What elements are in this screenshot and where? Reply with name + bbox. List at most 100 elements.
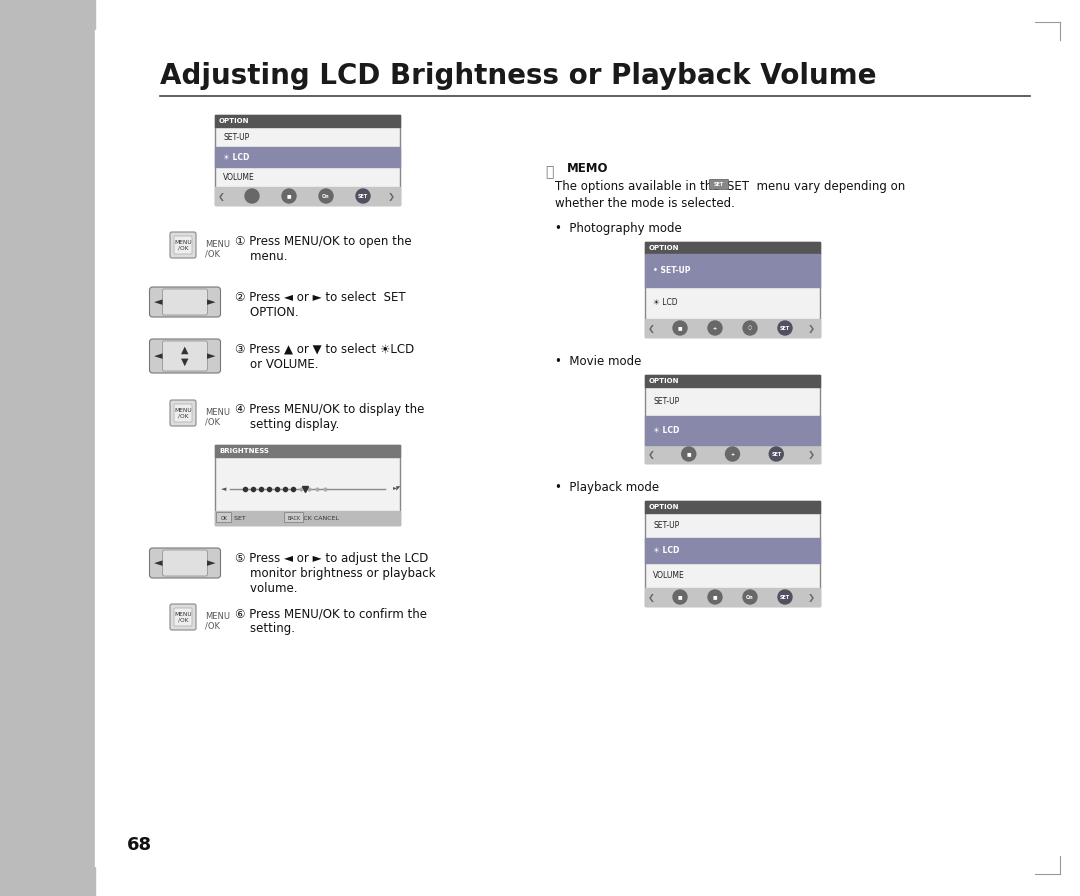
- Text: ☀ LCD: ☀ LCD: [653, 546, 679, 555]
- Text: SET: SET: [780, 595, 791, 599]
- Circle shape: [778, 321, 792, 335]
- Bar: [215, 147, 400, 167]
- Text: ◄: ◄: [154, 558, 163, 568]
- Text: BACK CANCEL: BACK CANCEL: [295, 515, 339, 521]
- Text: ◄: ◄: [154, 351, 163, 361]
- Text: ❯: ❯: [388, 192, 395, 201]
- Text: •  Photography mode: • Photography mode: [555, 222, 681, 235]
- Text: ❮: ❮: [648, 450, 654, 459]
- Circle shape: [356, 189, 370, 203]
- Text: /OK: /OK: [205, 621, 220, 630]
- FancyBboxPatch shape: [645, 501, 820, 606]
- Text: MEMO: MEMO: [567, 162, 608, 175]
- Text: ■: ■: [677, 325, 683, 331]
- Text: +: +: [730, 452, 734, 456]
- Text: MENU
/OK: MENU /OK: [174, 408, 192, 418]
- Bar: [215, 511, 400, 525]
- Text: MENU: MENU: [205, 408, 230, 417]
- Text: SET: SET: [357, 194, 368, 199]
- Circle shape: [681, 447, 696, 461]
- FancyBboxPatch shape: [174, 236, 192, 254]
- Circle shape: [769, 447, 783, 461]
- Text: ⑤ Press ◄ or ► to adjust the LCD
    monitor brightness or playback
    volume.: ⑤ Press ◄ or ► to adjust the LCD monitor…: [235, 552, 435, 595]
- FancyBboxPatch shape: [162, 341, 207, 371]
- FancyBboxPatch shape: [216, 513, 231, 522]
- Bar: [645, 319, 820, 337]
- Circle shape: [778, 590, 792, 604]
- Text: SET: SET: [780, 325, 791, 331]
- FancyBboxPatch shape: [170, 232, 195, 258]
- Text: ❯: ❯: [808, 323, 815, 332]
- Text: OPTION: OPTION: [649, 504, 679, 510]
- Text: SET: SET: [714, 182, 724, 187]
- Circle shape: [743, 321, 757, 335]
- Text: ◄: ◄: [154, 297, 163, 307]
- Text: ■: ■: [286, 194, 292, 199]
- Text: MENU: MENU: [205, 612, 230, 621]
- Text: ④ Press MENU/OK to display the
    setting display.: ④ Press MENU/OK to display the setting d…: [235, 403, 424, 431]
- Text: ☀ LCD: ☀ LCD: [222, 152, 249, 161]
- Text: MENU: MENU: [205, 240, 230, 249]
- Text: ■: ■: [713, 595, 717, 599]
- Text: ③ Press ▲ or ▼ to select ☀LCD
    or VOLUME.: ③ Press ▲ or ▼ to select ☀LCD or VOLUME.: [235, 343, 415, 371]
- Text: ❯: ❯: [808, 450, 815, 459]
- Text: ▲: ▲: [181, 345, 189, 355]
- Circle shape: [319, 189, 333, 203]
- Text: ❮: ❮: [648, 323, 654, 332]
- Circle shape: [743, 590, 757, 604]
- FancyBboxPatch shape: [174, 608, 192, 626]
- Text: ☀ LCD: ☀ LCD: [653, 426, 679, 435]
- Text: SET-UP: SET-UP: [222, 133, 249, 142]
- Bar: [645, 445, 820, 463]
- Text: ② Press ◄ or ► to select  SET
    OPTION.: ② Press ◄ or ► to select SET OPTION.: [235, 291, 406, 319]
- Text: ① Press MENU/OK to open the
    menu.: ① Press MENU/OK to open the menu.: [235, 235, 411, 263]
- Circle shape: [708, 590, 723, 604]
- Text: VOLUME: VOLUME: [222, 173, 255, 182]
- Text: MENU
/OK: MENU /OK: [174, 239, 192, 250]
- Text: ►: ►: [207, 558, 216, 568]
- FancyBboxPatch shape: [645, 242, 820, 337]
- Text: •  Movie mode: • Movie mode: [555, 355, 642, 368]
- FancyBboxPatch shape: [149, 548, 220, 578]
- Circle shape: [245, 189, 259, 203]
- Bar: [645, 501, 820, 513]
- Bar: [645, 254, 820, 287]
- Text: ◄: ◄: [221, 486, 227, 492]
- FancyBboxPatch shape: [284, 513, 303, 522]
- Circle shape: [673, 321, 687, 335]
- FancyBboxPatch shape: [174, 404, 192, 422]
- FancyBboxPatch shape: [162, 550, 207, 576]
- Text: SET: SET: [771, 452, 781, 456]
- Text: OPTION: OPTION: [649, 378, 679, 384]
- FancyBboxPatch shape: [215, 445, 400, 525]
- Text: ■: ■: [687, 452, 691, 456]
- Bar: [95, 30, 1045, 866]
- Text: •  Playback mode: • Playback mode: [555, 481, 659, 494]
- FancyBboxPatch shape: [149, 287, 220, 317]
- Text: • SET-UP: • SET-UP: [653, 266, 690, 275]
- Text: SET-UP: SET-UP: [653, 397, 679, 406]
- Bar: [645, 242, 820, 254]
- Bar: [215, 187, 400, 205]
- Bar: [215, 445, 400, 457]
- Text: The options available in the  SET  menu vary depending on
whether the mode is se: The options available in the SET menu va…: [555, 180, 905, 210]
- Text: /OK: /OK: [205, 417, 220, 426]
- Text: OPTION: OPTION: [649, 245, 679, 251]
- Text: ❮: ❮: [218, 192, 225, 201]
- Text: 68: 68: [127, 836, 152, 854]
- Text: OK SET: OK SET: [222, 515, 246, 521]
- FancyBboxPatch shape: [170, 400, 195, 426]
- Text: ►: ►: [207, 351, 216, 361]
- Text: On: On: [322, 194, 329, 199]
- Text: ☀ LCD: ☀ LCD: [653, 298, 677, 307]
- Bar: [0, 0, 95, 896]
- Bar: [645, 588, 820, 606]
- Text: ❮: ❮: [648, 592, 654, 601]
- FancyBboxPatch shape: [149, 339, 220, 373]
- Bar: [645, 538, 820, 563]
- Text: ►: ►: [207, 297, 216, 307]
- Circle shape: [673, 590, 687, 604]
- Circle shape: [726, 447, 740, 461]
- Text: MENU
/OK: MENU /OK: [174, 612, 192, 623]
- Circle shape: [708, 321, 723, 335]
